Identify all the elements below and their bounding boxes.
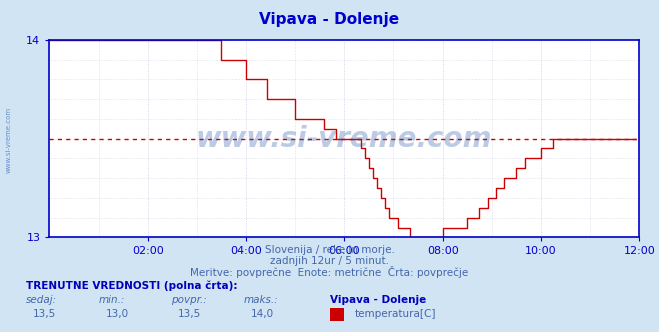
Text: 13,5: 13,5: [178, 309, 201, 319]
Text: 13,5: 13,5: [33, 309, 56, 319]
Text: www.si-vreme.com: www.si-vreme.com: [196, 124, 492, 153]
Text: min.:: min.:: [99, 295, 125, 305]
Text: TRENUTNE VREDNOSTI (polna črta):: TRENUTNE VREDNOSTI (polna črta):: [26, 281, 238, 291]
Text: maks.:: maks.:: [244, 295, 279, 305]
Text: 14,0: 14,0: [250, 309, 273, 319]
Text: sedaj:: sedaj:: [26, 295, 57, 305]
Text: Slovenija / reke in morje.: Slovenija / reke in morje.: [264, 245, 395, 255]
Text: zadnjih 12ur / 5 minut.: zadnjih 12ur / 5 minut.: [270, 256, 389, 266]
Text: www.si-vreme.com: www.si-vreme.com: [5, 106, 12, 173]
Text: 13,0: 13,0: [105, 309, 129, 319]
Text: povpr.:: povpr.:: [171, 295, 207, 305]
Text: Vipava - Dolenje: Vipava - Dolenje: [260, 12, 399, 27]
Text: Vipava - Dolenje: Vipava - Dolenje: [330, 295, 426, 305]
Text: temperatura[C]: temperatura[C]: [355, 309, 436, 319]
Text: Meritve: povprečne  Enote: metrične  Črta: povprečje: Meritve: povprečne Enote: metrične Črta:…: [190, 266, 469, 278]
